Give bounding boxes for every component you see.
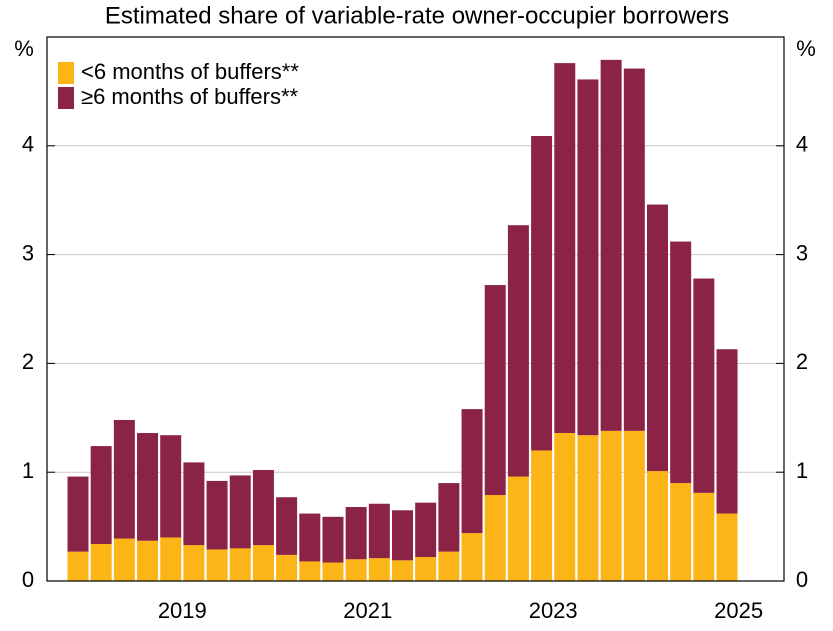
bar-segment <box>438 551 460 581</box>
legend-label: <6 months of buffers** <box>81 59 299 84</box>
bar-segment <box>137 433 159 541</box>
bar-segment <box>67 476 89 552</box>
bar-segment <box>67 551 89 581</box>
chart-title: Estimated share of variable-rate owner-o… <box>105 2 729 29</box>
y-tick-label: 1 <box>22 458 34 483</box>
bar-segment <box>600 59 622 431</box>
bar-segment <box>229 475 251 549</box>
bar-segment <box>716 349 738 514</box>
bar-segment <box>229 548 251 581</box>
bar-segment <box>90 446 112 545</box>
bar-segment <box>507 476 529 581</box>
bar-segment <box>484 285 506 496</box>
bar-segment <box>299 513 321 562</box>
bar-segment <box>276 497 298 555</box>
y-tick-label: 4 <box>22 132 34 157</box>
bar-segment <box>160 435 182 538</box>
plot-frame <box>46 36 785 582</box>
bar-segment <box>646 471 668 581</box>
y-tick-label: 3 <box>22 240 34 265</box>
bar-segment <box>113 538 135 581</box>
bar-segment <box>183 545 205 581</box>
bar-segment <box>554 63 576 434</box>
bar-segment <box>577 79 599 436</box>
y-unit: % <box>14 36 34 61</box>
bar-segment <box>693 278 715 493</box>
bar-segment <box>113 419 135 539</box>
bar-segment <box>554 433 576 581</box>
bar-segment <box>368 558 390 581</box>
bar-segment <box>531 450 553 581</box>
bar-segment <box>693 492 715 581</box>
bar-segment <box>646 204 668 472</box>
bar-segment <box>206 480 228 550</box>
bar-segment <box>600 430 622 581</box>
y2-tick-label: 2 <box>796 349 808 374</box>
bar-segment <box>322 516 344 563</box>
bar-segment <box>670 241 692 484</box>
bar-segment <box>252 545 274 581</box>
y2-tick-label: 3 <box>796 240 808 265</box>
bar-segment <box>392 560 414 581</box>
bar-segment <box>623 68 645 431</box>
legend-swatch <box>58 62 74 84</box>
bar-segment <box>415 502 437 558</box>
y2-tick-label: 4 <box>796 132 808 157</box>
y2-tick-label: 1 <box>796 458 808 483</box>
bar-segment <box>206 549 228 581</box>
bar-segment <box>299 561 321 581</box>
bar-segment <box>577 435 599 581</box>
bar-segment <box>276 554 298 581</box>
bar-segment <box>90 544 112 581</box>
bar-segment <box>623 430 645 581</box>
bar-segment <box>252 470 274 546</box>
legend-label: ≥6 months of buffers** <box>81 84 299 109</box>
x-tick-label: 2023 <box>529 598 578 623</box>
bar-segment <box>461 533 483 581</box>
bar-segment <box>507 225 529 477</box>
legend-swatch <box>58 87 74 109</box>
y2-unit: % <box>796 36 816 61</box>
bar-segment <box>716 513 738 581</box>
bar-segment <box>345 507 367 560</box>
y2-tick-label: 0 <box>796 567 808 592</box>
bar-segment <box>415 557 437 581</box>
bar-segment <box>368 503 390 559</box>
bar-segment <box>438 483 460 552</box>
bar-segment <box>322 562 344 581</box>
bar-segment <box>392 510 414 561</box>
bar-segment <box>484 495 506 581</box>
bar-segment <box>461 409 483 534</box>
y-tick-label: 2 <box>22 349 34 374</box>
bar-segment <box>531 136 553 451</box>
bar-segment <box>183 462 205 546</box>
bar-segment <box>345 559 367 581</box>
x-tick-label: 2019 <box>158 598 207 623</box>
x-tick-label: 2025 <box>714 598 763 623</box>
y-tick-label: 0 <box>22 567 34 592</box>
x-tick-label: 2021 <box>343 598 392 623</box>
bar-segment <box>160 537 182 581</box>
bar-segment <box>670 483 692 581</box>
bar-segment <box>137 540 159 581</box>
